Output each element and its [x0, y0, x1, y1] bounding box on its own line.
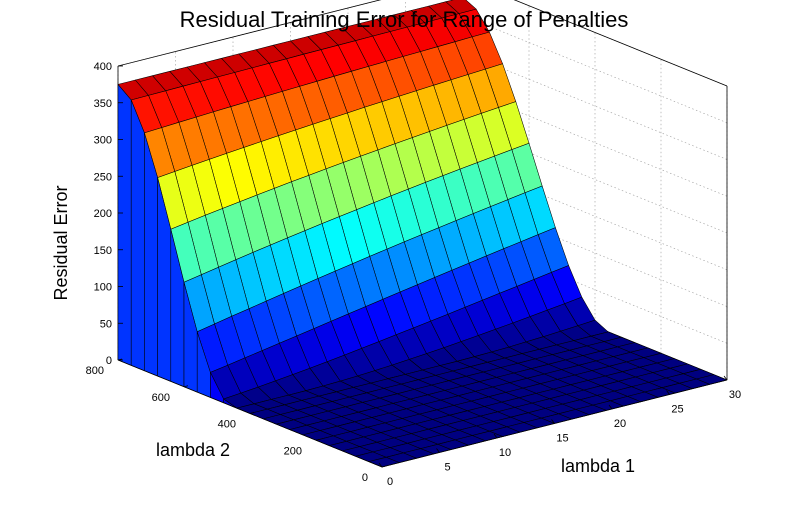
- x-tick-label: 5: [444, 462, 450, 474]
- surface-mesh: [117, 0, 728, 468]
- y-tick: [117, 358, 123, 361]
- y-tick: [249, 412, 255, 414]
- x-tick: [723, 375, 728, 381]
- x-tick: [608, 404, 613, 410]
- x-tick-label: 10: [499, 447, 511, 459]
- z-tick-label: 0: [106, 355, 112, 367]
- grid-line: [462, 52, 728, 160]
- surface-edge-patch: [130, 99, 145, 371]
- z-axis-label: Residual Error: [51, 185, 71, 300]
- x-tick: [436, 448, 440, 453]
- y-tick: [381, 465, 387, 468]
- x-tick-label: 25: [671, 404, 683, 416]
- y-tick-label: 600: [152, 392, 170, 404]
- axis-box-edge: [117, 0, 382, 67]
- z-tick-label: 250: [94, 171, 112, 183]
- y-tick: [315, 438, 321, 441]
- z-tick-label: 150: [94, 245, 112, 257]
- grid-line: [462, 15, 728, 124]
- y-tick-label: 400: [218, 419, 236, 431]
- y-axis-label: lambda 2: [156, 440, 230, 460]
- y-tick-label: 200: [284, 445, 302, 457]
- x-tick: [666, 390, 670, 395]
- z-axis-ticks: 0 50 100 150 200 250 300 350 400: [94, 61, 123, 367]
- y-axis-ticks: 0 200 400 600 800: [86, 358, 387, 484]
- x-tick-label: 15: [556, 433, 568, 445]
- y-tick-label: 0: [362, 472, 368, 484]
- z-tick-label: 400: [94, 61, 112, 73]
- x-axis-label: lambda 1: [561, 456, 635, 476]
- x-tick-label: 30: [729, 389, 741, 401]
- x-tick-label: 0: [387, 476, 393, 488]
- x-tick: [493, 433, 498, 439]
- y-tick: [183, 385, 189, 388]
- x-tick: [551, 419, 555, 424]
- z-tick-label: 350: [94, 98, 112, 110]
- z-tick-label: 50: [100, 318, 112, 330]
- x-axis-ticks: 0 5 10 15 20 25 30: [378, 375, 741, 488]
- x-tick: [378, 462, 383, 468]
- z-tick-label: 100: [94, 282, 112, 294]
- z-tick-label: 200: [94, 208, 112, 220]
- z-tick-label: 300: [94, 135, 112, 147]
- chart-title: Residual Training Error for Range of Pen…: [180, 7, 629, 32]
- x-tick-label: 20: [614, 418, 626, 430]
- y-tick-label: 800: [86, 365, 104, 377]
- axis-box-edge: [513, 0, 728, 87]
